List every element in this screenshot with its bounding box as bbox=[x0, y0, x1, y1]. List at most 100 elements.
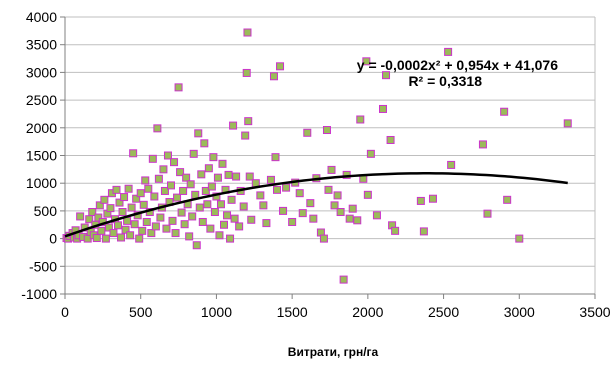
x-tick-label: 3500 bbox=[579, 304, 610, 320]
data-point bbox=[215, 231, 224, 240]
data-point bbox=[207, 182, 216, 191]
data-point bbox=[121, 225, 130, 234]
data-point bbox=[156, 213, 165, 222]
data-point bbox=[241, 131, 250, 140]
data-point bbox=[339, 275, 348, 284]
data-point bbox=[500, 107, 509, 116]
trendline bbox=[64, 172, 568, 238]
data-point bbox=[129, 149, 138, 158]
y-tick-label: 3000 bbox=[26, 64, 57, 80]
y-tick-label: 2500 bbox=[26, 92, 57, 108]
data-point bbox=[379, 104, 387, 113]
data-point bbox=[269, 72, 278, 81]
data-point bbox=[345, 214, 354, 223]
data-point bbox=[366, 149, 375, 158]
data-point bbox=[104, 223, 113, 232]
data-point bbox=[224, 170, 233, 179]
data-point bbox=[142, 217, 151, 226]
data-point bbox=[139, 200, 148, 209]
data-point bbox=[192, 241, 201, 250]
data-point bbox=[117, 233, 126, 242]
data-point bbox=[273, 185, 281, 194]
x-tick-label: 1500 bbox=[277, 304, 308, 320]
data-point bbox=[151, 222, 160, 231]
data-point bbox=[353, 216, 362, 225]
data-point bbox=[185, 232, 194, 241]
data-point bbox=[106, 204, 115, 213]
data-point bbox=[288, 217, 297, 226]
data-point bbox=[444, 47, 453, 56]
data-point bbox=[195, 203, 204, 212]
data-point bbox=[167, 181, 175, 190]
data-points bbox=[62, 28, 572, 284]
data-point bbox=[372, 211, 381, 220]
data-point bbox=[266, 175, 275, 184]
data-point bbox=[148, 154, 157, 163]
data-point bbox=[76, 212, 85, 221]
data-point bbox=[391, 226, 400, 235]
data-point bbox=[216, 200, 225, 209]
data-point bbox=[138, 226, 147, 235]
data-point bbox=[200, 139, 209, 148]
data-point bbox=[189, 149, 198, 158]
data-point bbox=[251, 179, 260, 188]
data-point bbox=[306, 199, 315, 208]
data-point bbox=[363, 190, 372, 199]
data-point bbox=[309, 214, 318, 223]
data-point bbox=[94, 213, 103, 222]
data-point bbox=[279, 206, 288, 215]
data-point bbox=[563, 119, 572, 128]
data-point bbox=[386, 135, 395, 144]
data-point bbox=[218, 159, 227, 168]
data-point bbox=[179, 186, 188, 195]
y-tick-label: -1000 bbox=[21, 286, 57, 302]
data-point bbox=[201, 186, 210, 195]
data-point bbox=[176, 168, 185, 177]
data-point bbox=[227, 195, 236, 204]
data-point bbox=[136, 189, 145, 198]
data-point bbox=[336, 208, 345, 217]
x-tick-label: 0 bbox=[61, 304, 69, 320]
data-point bbox=[194, 129, 203, 138]
x-tick-label: 2500 bbox=[428, 304, 459, 320]
x-tick-label: 2000 bbox=[352, 304, 383, 320]
x-tick-label: 3000 bbox=[504, 304, 535, 320]
data-point bbox=[198, 217, 207, 226]
data-point bbox=[223, 211, 232, 220]
data-point bbox=[271, 153, 280, 162]
data-point bbox=[162, 224, 171, 233]
data-point bbox=[243, 28, 252, 37]
data-point bbox=[163, 151, 172, 160]
data-point bbox=[276, 62, 285, 71]
data-point bbox=[226, 234, 235, 243]
data-point bbox=[141, 176, 150, 185]
data-point bbox=[120, 193, 129, 202]
y-tick-label: -500 bbox=[29, 258, 57, 274]
data-point bbox=[114, 221, 122, 230]
data-point bbox=[242, 68, 251, 77]
y-tick-label: 3500 bbox=[26, 37, 57, 53]
data-point bbox=[303, 128, 312, 137]
y-tick-label: 1500 bbox=[26, 148, 57, 164]
data-point bbox=[150, 192, 159, 201]
data-point bbox=[503, 195, 512, 204]
data-point bbox=[245, 172, 254, 181]
x-axis: 0 500 1000 1500 2000 2500 3000 3500 bbox=[61, 293, 611, 320]
data-point bbox=[483, 209, 492, 218]
data-point bbox=[153, 124, 162, 133]
y-tick-label: 2000 bbox=[26, 120, 57, 136]
data-point bbox=[348, 204, 357, 213]
data-point bbox=[124, 184, 133, 193]
data-point bbox=[115, 198, 124, 207]
y-tick-label: 0 bbox=[49, 231, 57, 247]
data-point bbox=[478, 140, 487, 149]
data-point bbox=[247, 215, 256, 224]
data-point bbox=[95, 201, 104, 210]
data-point bbox=[88, 208, 97, 217]
data-point bbox=[197, 170, 206, 179]
data-point bbox=[209, 153, 218, 162]
data-point bbox=[206, 224, 215, 233]
data-point bbox=[204, 164, 213, 173]
data-point bbox=[213, 173, 222, 182]
